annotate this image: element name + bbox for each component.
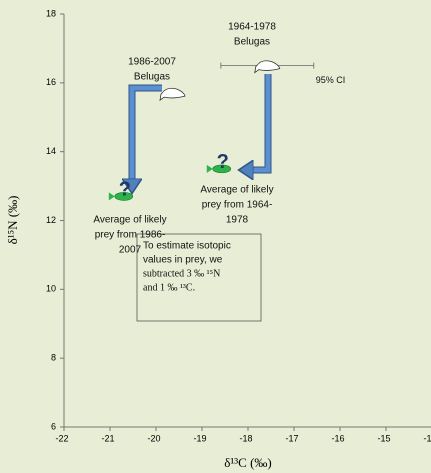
point-label: 1986-2007	[128, 57, 176, 68]
point-label: Belugas	[234, 37, 270, 48]
point-label: 2007	[119, 245, 142, 256]
prey-tail	[109, 192, 115, 200]
note-text: subtracted 3 ‰ ¹⁵N	[143, 268, 220, 279]
point-label: prey from 1986-	[95, 230, 166, 241]
y-axis-title: δ¹⁵N (‰)	[5, 196, 20, 245]
prey-question: ?	[119, 179, 131, 201]
point-label: Average of likely	[200, 185, 273, 196]
note-text: To estimate isotopic	[143, 241, 231, 252]
point-label: prey from 1964-	[202, 200, 273, 211]
y-tick-label: 6	[51, 421, 56, 431]
ci-label: 95% CI	[316, 75, 346, 85]
x-tick-label: -18	[239, 433, 252, 443]
beluga-marker	[255, 61, 280, 73]
x-tick-label: -19	[193, 433, 206, 443]
x-tick-label: -22	[55, 433, 68, 443]
page: {"chart_data":{ "type":"scatter", "xlabe…	[0, 0, 431, 473]
x-tick-label: -17	[285, 433, 298, 443]
x-tick-label: -21	[101, 433, 114, 443]
x-tick-label: -16	[331, 433, 344, 443]
y-tick-label: 8	[51, 353, 56, 363]
y-tick-label: 12	[46, 215, 56, 225]
y-tick-label: 10	[46, 284, 56, 294]
point-label: Average of likely	[93, 215, 166, 226]
point-label: 1978	[226, 215, 249, 226]
y-tick-label: 16	[46, 77, 56, 87]
x-tick-label: -20	[147, 433, 160, 443]
note-text: values in prey, we	[143, 255, 223, 266]
x-tick-label: -14	[423, 433, 431, 443]
x-tick-label: -15	[377, 433, 390, 443]
y-tick-label: 18	[46, 8, 56, 18]
note-text: and 1 ‰ ¹³C.	[143, 282, 195, 293]
beluga-marker	[160, 88, 185, 100]
y-tick-label: 14	[46, 146, 56, 156]
prey-tail	[207, 165, 213, 173]
point-label: 1964-1978	[228, 22, 276, 33]
x-axis-title: δ¹³C (‰)	[224, 455, 272, 470]
prey-question: ?	[217, 151, 229, 173]
arrow	[132, 74, 268, 186]
point-label: Belugas	[134, 72, 170, 83]
chart: 6 8 10 12 14 16 18 -22 -21 -20 -19 -18 -17 -16 -15 -14 δ…	[0, 0, 431, 473]
